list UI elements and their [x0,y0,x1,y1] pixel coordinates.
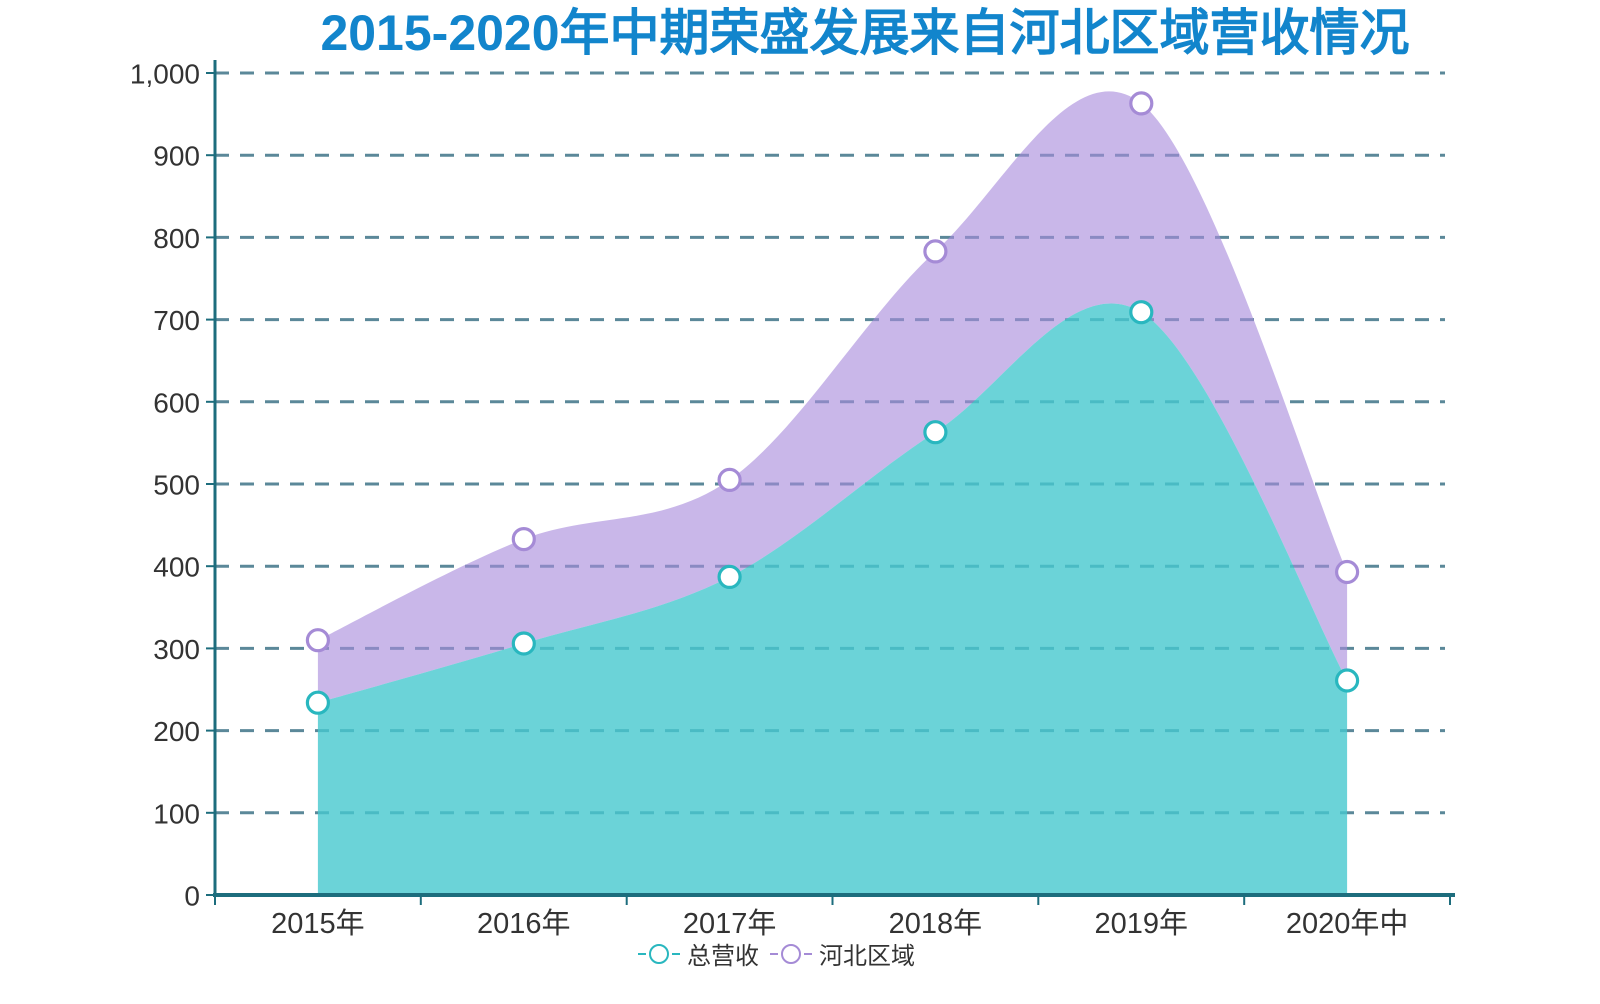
total-revenue-area [317,303,1348,895]
y-tick-label: 200 [153,716,200,747]
hebei-region-marker-2015年[interactable] [305,628,330,653]
chart-title: 2015-2020年中期荣盛发展来自河北区域营收情况 [320,5,1410,61]
hebei-region-marker-2016年[interactable] [511,526,536,552]
axes: 0 100 200 300 400 500 600 700 800 900 1,000 2015年 20… [130,59,1455,940]
y-tick-label: 900 [153,141,200,172]
legend-label-hebei-region: 河北区域 [819,943,915,970]
y-tick-label: 0 [184,881,200,912]
total-revenue-marker-2019年[interactable] [1129,300,1154,325]
x-tick-label: 2019年 [1095,907,1189,940]
total-revenue-legend-marker-icon [638,943,680,964]
legend-item-total-revenue[interactable]: 总营收 [637,936,759,971]
x-tick-label: 2020年中 [1286,907,1409,940]
y-tick-label: 500 [153,470,200,501]
y-tick-label: 800 [153,223,200,254]
total-revenue-marker-2015年[interactable] [305,690,330,715]
legend-label-total-revenue: 总营收 [687,943,759,970]
total-revenue-marker-2016年[interactable] [511,631,536,656]
total-revenue-marker-2020年中[interactable] [1334,668,1360,693]
x-tick-label: 2017年 [683,907,777,940]
hebei-region-marker-2018年[interactable] [923,239,948,264]
legend: 总营收 河北区域 [0,936,1576,971]
y-tick-label: 700 [153,305,200,336]
y-tick-label: 100 [153,798,200,829]
y-tick-label: 400 [153,552,200,583]
legend-item-hebei-region[interactable]: 河北区域 [769,936,915,971]
y-tick-label: 600 [153,387,200,418]
data-point-markers [305,91,1360,715]
hebei-region-area [317,91,1348,703]
hebei-region-marker-2017年[interactable] [717,467,742,492]
x-tick-label: 2015年 [271,907,365,940]
total-revenue-marker-2018年[interactable] [923,420,948,445]
hebei-region-marker-2020年中[interactable] [1334,559,1360,585]
x-tick-label: 2016年 [477,907,571,940]
total-revenue-marker-2017年[interactable] [717,564,742,590]
y-tick-label: 300 [153,634,200,665]
hebei-region-marker-2019年[interactable] [1129,91,1154,116]
y-tick-label: 1,000 [130,59,200,90]
hebei-region-legend-marker-icon [770,943,812,964]
x-tick-label: 2018年 [889,907,983,940]
